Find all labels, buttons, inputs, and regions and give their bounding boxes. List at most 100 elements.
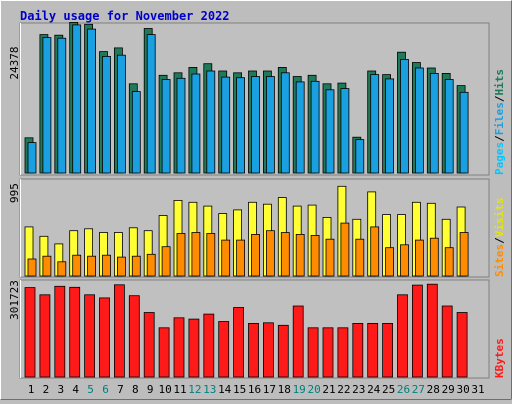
sites-bar-day-11 — [176, 233, 186, 277]
sites-bar-day-10 — [161, 246, 171, 277]
x-label-day-5: 5 — [87, 383, 94, 396]
x-label-day-19: 19 — [293, 383, 306, 396]
files-bar-day-11 — [176, 77, 186, 174]
kbytes-bar-day-2 — [39, 294, 51, 378]
x-label-day-9: 9 — [147, 383, 154, 396]
kbytes-bar-day-25 — [382, 322, 394, 378]
kbytes-bar-day-3 — [54, 285, 66, 378]
legend-separator-1: / — [493, 135, 506, 142]
files-bar-day-1 — [27, 142, 37, 174]
kbytes-bar-day-24 — [367, 322, 379, 378]
kbytes-bar-day-10 — [158, 327, 170, 378]
x-label-day-20: 20 — [307, 383, 320, 396]
kbytes-bar-day-29 — [441, 305, 453, 378]
sites-bar-day-26 — [400, 244, 409, 277]
kbytes-bar-day-8 — [128, 295, 140, 378]
x-label-day-18: 18 — [278, 383, 291, 396]
sites-bar-day-24 — [370, 226, 380, 277]
files-bar-day-20 — [310, 80, 320, 174]
files-bar-day-15 — [236, 77, 246, 174]
files-bar-day-22 — [340, 88, 350, 174]
kbytes-bar-day-15 — [233, 307, 245, 378]
x-label-day-15: 15 — [233, 383, 246, 396]
x-label-day-25: 25 — [382, 383, 395, 396]
x-label-day-10: 10 — [158, 383, 171, 396]
chart-title: Daily usage for November 2022 — [20, 9, 230, 23]
kbytes-bar-day-1 — [24, 287, 36, 378]
sites-bar-day-23 — [355, 238, 365, 277]
legend-pages: Pages — [493, 142, 506, 175]
files-bar-day-9 — [146, 34, 156, 174]
files-bar-day-24 — [370, 74, 380, 174]
files-bar-day-10 — [161, 79, 171, 174]
sites-bar-day-6 — [102, 254, 111, 277]
files-bar-day-25 — [385, 78, 395, 174]
sites-bar-day-17 — [265, 230, 275, 277]
files-bar-day-3 — [57, 37, 67, 174]
x-label-day-27: 27 — [412, 383, 425, 396]
top-y-max-label: 24378 — [8, 46, 21, 79]
x-axis-labels: 1 2 3 4 5 6 7 8 9 10 11 12 13 14 15 16 17 18 19 20 21 22 23 24 2… — [28, 383, 485, 396]
kbytes-bar-day-17 — [262, 322, 274, 378]
bars-layer — [24, 21, 469, 378]
sites-bar-day-1 — [27, 258, 37, 277]
sites-bar-day-13 — [206, 233, 216, 277]
sites-bar-day-27 — [414, 239, 424, 277]
sites-bar-day-22 — [340, 222, 350, 277]
files-bar-day-14 — [221, 76, 231, 174]
top-legend: Pages/Files/Hits — [493, 69, 506, 175]
sites-bar-day-28 — [429, 237, 439, 277]
x-label-day-2: 2 — [43, 383, 50, 396]
kbytes-bar-day-4 — [69, 286, 81, 378]
middle-y-max-label: 995 — [8, 183, 21, 203]
x-label-day-17: 17 — [263, 383, 276, 396]
sites-bar-day-2 — [42, 255, 52, 277]
files-bar-day-8 — [131, 91, 141, 174]
x-label-day-12: 12 — [188, 383, 201, 396]
files-bar-day-21 — [325, 89, 335, 174]
x-label-day-7: 7 — [117, 383, 124, 396]
legend-hits: Hits — [493, 69, 506, 96]
files-bar-day-18 — [280, 72, 290, 174]
x-label-day-30: 30 — [456, 383, 469, 396]
x-label-day-24: 24 — [367, 383, 381, 396]
sites-bar-day-30 — [459, 232, 469, 277]
x-label-day-3: 3 — [57, 383, 64, 396]
x-label-day-6: 6 — [102, 383, 109, 396]
kbytes-bar-day-21 — [322, 327, 334, 378]
x-label-day-8: 8 — [132, 383, 139, 396]
x-label-day-26: 26 — [397, 383, 410, 396]
kbytes-bar-day-12 — [188, 318, 200, 378]
sites-bar-day-4 — [72, 254, 82, 277]
x-label-day-29: 29 — [442, 383, 455, 396]
x-label-day-16: 16 — [248, 383, 261, 396]
files-bar-day-13 — [206, 70, 216, 174]
files-bar-day-5 — [87, 28, 96, 174]
kbytes-bar-day-28 — [426, 283, 438, 378]
files-bar-day-29 — [444, 79, 454, 174]
files-bar-day-27 — [414, 67, 424, 174]
files-bar-day-2 — [42, 37, 52, 174]
x-label-day-21: 21 — [322, 383, 335, 396]
sites-bar-day-7 — [117, 256, 126, 277]
x-label-day-1: 1 — [28, 383, 35, 396]
kbytes-bar-day-5 — [84, 294, 95, 378]
kbytes-bar-day-6 — [99, 297, 110, 378]
x-label-day-22: 22 — [337, 383, 350, 396]
legend-separator-3: / — [493, 237, 506, 244]
kbytes-bar-day-13 — [203, 313, 215, 378]
kbytes-bar-day-11 — [173, 317, 185, 378]
bottom-legend: KBytes — [493, 338, 506, 378]
kbytes-bar-day-23 — [352, 322, 364, 378]
kbytes-bar-day-14 — [218, 321, 230, 378]
files-bar-day-12 — [191, 73, 201, 174]
kbytes-bar-day-18 — [277, 324, 289, 378]
kbytes-bar-day-30 — [456, 312, 468, 378]
bottom-y-max-label: 301723 — [8, 280, 21, 320]
files-bar-day-30 — [459, 91, 469, 174]
x-label-day-4: 4 — [72, 383, 79, 396]
sites-bar-day-16 — [251, 233, 260, 277]
kbytes-bar-day-20 — [307, 327, 319, 378]
